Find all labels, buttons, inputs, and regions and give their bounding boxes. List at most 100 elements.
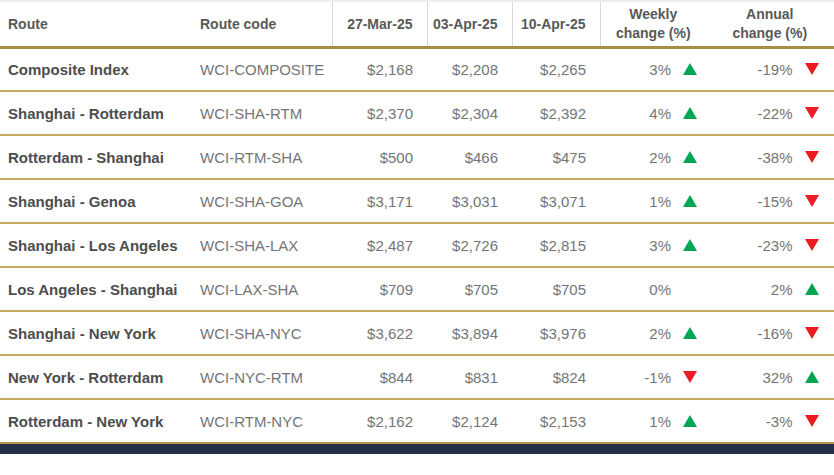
change-value: -1% xyxy=(644,369,671,386)
down-arrow-icon xyxy=(805,239,820,251)
change-value: 2% xyxy=(649,325,671,342)
down-arrow-icon xyxy=(683,371,698,383)
price-cell: $2,392 xyxy=(512,91,600,135)
price-cell: $2,370 xyxy=(332,91,427,135)
down-arrow-icon xyxy=(805,195,820,207)
change-indicator: 3% xyxy=(649,61,698,78)
table-row: New York - RotterdamWCI-NYC-RTM$844$831$… xyxy=(0,355,834,399)
route-cell: Shanghai - Los Angeles xyxy=(0,223,200,267)
table-row: Shanghai - New YorkWCI-SHA-NYC$3,622$3,8… xyxy=(0,311,834,355)
change-value: 2% xyxy=(771,281,793,298)
price-cell: $2,815 xyxy=(512,223,600,267)
price-cell: $2,208 xyxy=(427,47,512,91)
table-body: Composite IndexWCI-COMPOSITE$2,168$2,208… xyxy=(0,47,834,443)
price-cell: $2,162 xyxy=(332,399,427,443)
price-cell: $2,153 xyxy=(512,399,600,443)
change-indicator: 2% xyxy=(771,281,820,298)
change-value: -19% xyxy=(757,61,792,78)
weekly-change-cell: 4% xyxy=(600,91,712,135)
header-annual-line2: change (%) xyxy=(732,25,807,41)
price-cell: $705 xyxy=(512,267,600,311)
change-indicator: -15% xyxy=(757,193,819,210)
change-value: -16% xyxy=(757,325,792,342)
down-arrow-icon xyxy=(805,107,820,119)
down-arrow-icon xyxy=(805,151,820,163)
table-row: Rotterdam - New YorkWCI-RTM-NYC$2,162$2,… xyxy=(0,399,834,443)
price-cell: $2,168 xyxy=(332,47,427,91)
route-code-cell: WCI-SHA-RTM xyxy=(200,91,332,135)
price-cell: $3,031 xyxy=(427,179,512,223)
price-cell: $705 xyxy=(427,267,512,311)
price-cell: $2,265 xyxy=(512,47,600,91)
route-cell: Shanghai - New York xyxy=(0,311,200,355)
route-cell: Composite Index xyxy=(0,47,200,91)
header-annual-line1: Annual xyxy=(746,6,793,22)
table-row: Shanghai - GenoaWCI-SHA-GOA$3,171$3,031$… xyxy=(0,179,834,223)
change-indicator: -23% xyxy=(757,237,819,254)
change-indicator: 3% xyxy=(649,237,698,254)
price-cell: $831 xyxy=(427,355,512,399)
header-route-code: Route code xyxy=(200,1,332,47)
bottom-accent-bar xyxy=(0,444,834,454)
change-value: 0% xyxy=(649,281,671,298)
price-cell: $3,894 xyxy=(427,311,512,355)
change-value: 4% xyxy=(649,105,671,122)
annual-change-cell: 32% xyxy=(712,355,834,399)
up-arrow-icon xyxy=(683,327,698,339)
header-route: Route xyxy=(0,1,200,47)
change-indicator: 2% xyxy=(649,149,698,166)
route-cell: Shanghai - Genoa xyxy=(0,179,200,223)
weekly-change-cell: 3% xyxy=(600,223,712,267)
change-value: -22% xyxy=(757,105,792,122)
up-arrow-icon xyxy=(805,283,820,295)
change-value: 3% xyxy=(649,237,671,254)
price-cell: $2,726 xyxy=(427,223,512,267)
header-row: Route Route code 27-Mar-25 03-Apr-25 10-… xyxy=(0,1,834,47)
route-code-cell: WCI-COMPOSITE xyxy=(200,47,332,91)
route-cell: Rotterdam - Shanghai xyxy=(0,135,200,179)
route-code-cell: WCI-SHA-NYC xyxy=(200,311,332,355)
price-cell: $475 xyxy=(512,135,600,179)
route-cell: Los Angeles - Shanghai xyxy=(0,267,200,311)
annual-change-cell: -38% xyxy=(712,135,834,179)
up-arrow-icon xyxy=(683,195,698,207)
change-value: 2% xyxy=(649,149,671,166)
table-row: Composite IndexWCI-COMPOSITE$2,168$2,208… xyxy=(0,47,834,91)
weekly-change-cell: 1% xyxy=(600,399,712,443)
annual-change-cell: -22% xyxy=(712,91,834,135)
change-indicator: -19% xyxy=(757,61,819,78)
change-value: 1% xyxy=(649,413,671,430)
change-indicator: 4% xyxy=(649,105,698,122)
down-arrow-icon xyxy=(805,415,820,427)
weekly-change-cell: 2% xyxy=(600,135,712,179)
change-indicator: 1% xyxy=(649,193,698,210)
header-weekly-line1: Weekly xyxy=(629,6,677,22)
change-value: -3% xyxy=(766,413,793,430)
table-header: Route Route code 27-Mar-25 03-Apr-25 10-… xyxy=(0,1,834,47)
route-code-cell: WCI-RTM-SHA xyxy=(200,135,332,179)
weekly-change-cell: 0% xyxy=(600,267,712,311)
header-weekly-line2: change (%) xyxy=(616,25,691,41)
change-value: -15% xyxy=(757,193,792,210)
change-indicator: 32% xyxy=(762,369,819,386)
freight-rates-table-panel: Route Route code 27-Mar-25 03-Apr-25 10-… xyxy=(0,0,834,475)
freight-rates-table: Route Route code 27-Mar-25 03-Apr-25 10-… xyxy=(0,0,834,444)
price-cell: $3,171 xyxy=(332,179,427,223)
route-cell: Shanghai - Rotterdam xyxy=(0,91,200,135)
price-cell: $3,622 xyxy=(332,311,427,355)
table-row: Los Angeles - ShanghaiWCI-LAX-SHA$709$70… xyxy=(0,267,834,311)
route-code-cell: WCI-SHA-LAX xyxy=(200,223,332,267)
annual-change-cell: -15% xyxy=(712,179,834,223)
up-arrow-icon xyxy=(805,371,820,383)
table-row: Rotterdam - ShanghaiWCI-RTM-SHA$500$466$… xyxy=(0,135,834,179)
change-value: 32% xyxy=(762,369,792,386)
price-cell: $466 xyxy=(427,135,512,179)
header-date-03-apr: 03-Apr-25 xyxy=(427,1,512,47)
weekly-change-cell: 1% xyxy=(600,179,712,223)
weekly-change-cell: 2% xyxy=(600,311,712,355)
annual-change-cell: -19% xyxy=(712,47,834,91)
header-annual-change: Annual change (%) xyxy=(712,1,834,47)
up-arrow-icon xyxy=(683,239,698,251)
down-arrow-icon xyxy=(805,327,820,339)
up-arrow-icon xyxy=(683,63,698,75)
